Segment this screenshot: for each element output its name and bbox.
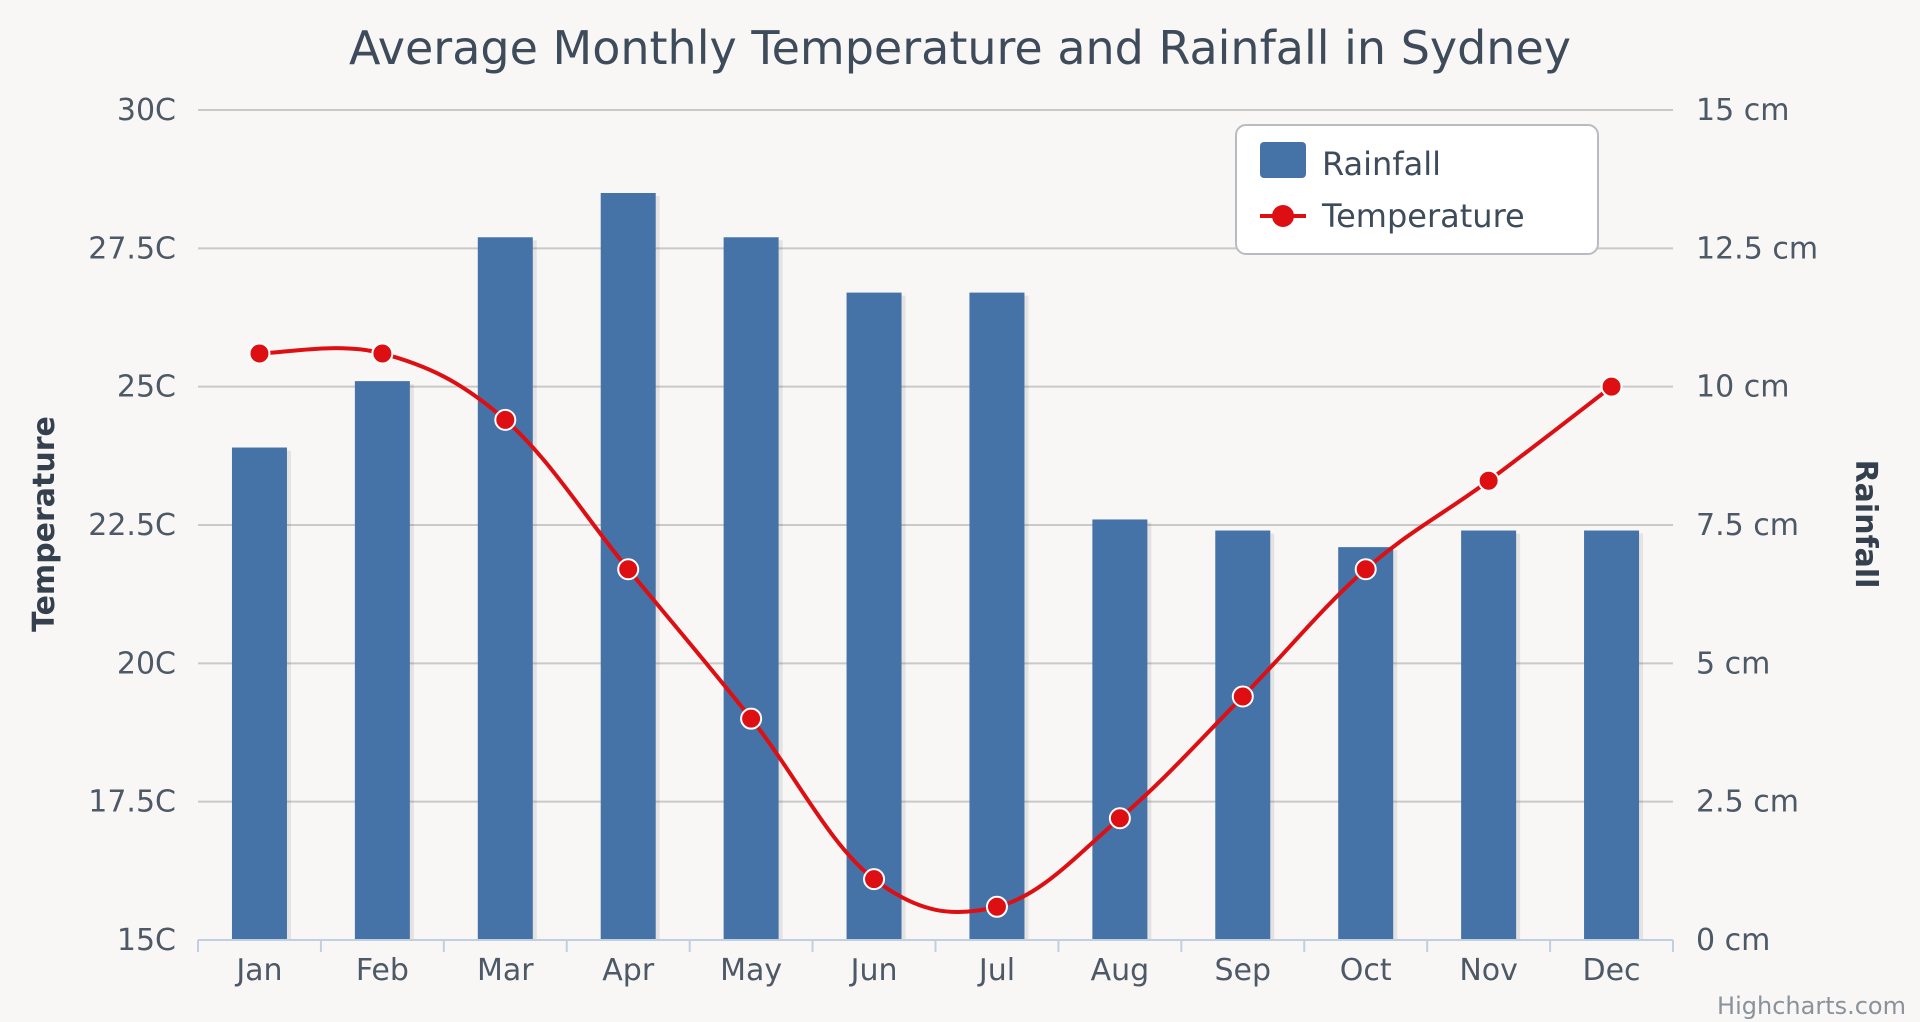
legend-item-temperature[interactable]: Temperature <box>1260 197 1525 235</box>
legend[interactable]: Rainfall Temperature <box>1235 124 1599 255</box>
temperature-point <box>494 408 517 431</box>
y-right-tick-label: 10 cm <box>1696 370 1789 405</box>
temperature-point <box>863 868 886 891</box>
y-left-tick-label: 30C <box>117 93 176 128</box>
legend-rainfall-label: Rainfall <box>1322 145 1441 183</box>
y-left-tick-label: 20C <box>117 646 176 681</box>
legend-box <box>1235 124 1599 255</box>
y-axis-right-title: Rainfall <box>1848 460 1883 589</box>
temperature-point <box>1477 469 1500 492</box>
temperature-point <box>248 342 271 365</box>
temperature-point <box>617 558 640 581</box>
rainfall-bar <box>354 381 410 941</box>
rainfall-bar <box>477 237 533 940</box>
y-axis-left: 15C 17.5C 20C 22.5C 25C 27.5C 30C <box>88 93 176 958</box>
y-right-tick-label: 2.5 cm <box>1696 785 1799 820</box>
y-left-tick-label: 25C <box>117 370 176 405</box>
rainfall-bar <box>231 447 287 940</box>
rainfall-bar <box>1092 519 1148 940</box>
y-left-tick-label: 15C <box>117 923 176 958</box>
temperature-point <box>985 895 1008 918</box>
chart-title: Average Monthly Temperature and Rainfall… <box>349 21 1571 75</box>
gridlines <box>198 109 1673 803</box>
x-tick-label: May <box>720 953 782 988</box>
x-axis: Jan Feb Mar Apr May Jun Jul Aug Sep Oct Nov Dec <box>197 939 1674 988</box>
temperature-line <box>259 346 1613 915</box>
temperature-point <box>740 707 763 730</box>
y-axis-left-title: Temperature <box>27 416 62 632</box>
x-tick-label: Oct <box>1340 953 1392 988</box>
rainfall-bar <box>969 292 1025 941</box>
legend-temperature-marker <box>1272 205 1294 227</box>
x-tick-label: Dec <box>1583 953 1641 988</box>
x-tick-label: Sep <box>1215 953 1272 988</box>
y-left-tick-label: 27.5C <box>88 231 176 266</box>
x-tick-label: Mar <box>477 953 534 988</box>
temperature-point <box>1354 558 1377 581</box>
rainfall-bar <box>846 292 902 941</box>
legend-item-rainfall[interactable]: Rainfall <box>1260 142 1441 183</box>
rainfall-bar <box>1215 530 1271 940</box>
x-tick-label: Jul <box>977 953 1015 988</box>
x-tick-label: Jun <box>849 953 898 988</box>
rainfall-bar <box>723 237 779 940</box>
x-tick-label: Jan <box>234 953 282 988</box>
rainfall-bar <box>1584 530 1640 940</box>
y-right-tick-label: 5 cm <box>1696 646 1770 681</box>
y-right-tick-label: 15 cm <box>1696 93 1789 128</box>
temperature-point <box>371 342 394 365</box>
y-right-tick-label: 7.5 cm <box>1696 508 1799 543</box>
x-tick-label: Feb <box>356 953 409 988</box>
temperature-point <box>1108 807 1131 830</box>
y-axis-right: 0 cm 2.5 cm 5 cm 7.5 cm 10 cm 12.5 cm 15 cm <box>1696 93 1818 958</box>
rainfall-bars <box>231 193 1644 941</box>
temperature-point <box>1600 375 1623 398</box>
y-right-tick-label: 12.5 cm <box>1696 231 1818 266</box>
rainfall-bar <box>1461 530 1517 940</box>
y-right-tick-label: 0 cm <box>1696 923 1770 958</box>
x-tick-label: Apr <box>602 953 655 988</box>
rainfall-bar <box>1338 547 1394 940</box>
temperature-series <box>248 342 1623 918</box>
legend-rainfall-swatch <box>1260 142 1306 178</box>
temperature-point <box>1231 685 1254 708</box>
x-tick-label: Aug <box>1091 953 1150 988</box>
x-tick-label: Nov <box>1459 953 1518 988</box>
legend-temperature-label: Temperature <box>1321 197 1525 235</box>
y-left-tick-label: 22.5C <box>88 508 176 543</box>
chart-credit[interactable]: Highcharts.com <box>1717 992 1906 1020</box>
y-left-tick-label: 17.5C <box>88 785 176 820</box>
